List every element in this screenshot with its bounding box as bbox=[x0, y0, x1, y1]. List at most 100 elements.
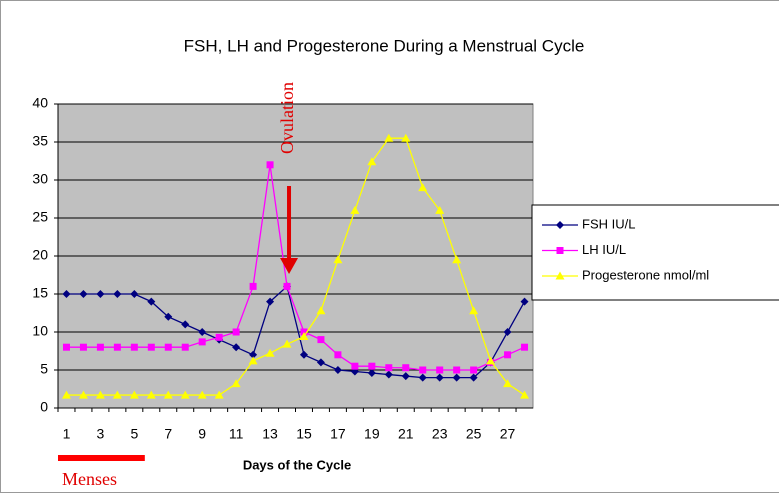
marker bbox=[283, 282, 291, 290]
marker bbox=[130, 343, 138, 351]
marker bbox=[163, 390, 173, 399]
marker bbox=[266, 161, 274, 169]
legend-box bbox=[531, 204, 779, 301]
marker bbox=[351, 362, 359, 370]
x-tick-label: 3 bbox=[97, 426, 105, 442]
marker bbox=[197, 390, 207, 399]
marker bbox=[112, 390, 122, 399]
marker bbox=[367, 157, 377, 166]
x-tick-label: 17 bbox=[330, 426, 346, 442]
marker bbox=[249, 350, 258, 359]
marker bbox=[470, 366, 478, 374]
marker bbox=[333, 255, 343, 264]
marker bbox=[266, 297, 275, 306]
marker bbox=[469, 306, 479, 315]
marker bbox=[62, 343, 70, 351]
x-tick-label: 7 bbox=[164, 426, 172, 442]
x-tick-label: 23 bbox=[432, 426, 448, 442]
marker bbox=[164, 312, 173, 321]
marker bbox=[61, 390, 71, 399]
x-tick-label: 13 bbox=[262, 426, 278, 442]
x-tick-label: 11 bbox=[229, 426, 244, 442]
marker bbox=[453, 366, 461, 374]
marker bbox=[113, 290, 122, 298]
legend-label: LH IU/L bbox=[582, 242, 626, 257]
marker bbox=[130, 290, 139, 298]
legend: FSH IU/L LH IU/L Progesterone nmol/ml bbox=[531, 204, 779, 301]
menses-bar bbox=[58, 455, 145, 461]
marker bbox=[384, 133, 394, 142]
marker bbox=[62, 290, 71, 298]
marker bbox=[368, 362, 376, 370]
chart-title: FSH, LH and Progesterone During a Menstr… bbox=[184, 36, 585, 55]
marker bbox=[300, 328, 308, 336]
y-tick-label: 30 bbox=[32, 171, 48, 187]
y-tick-label: 10 bbox=[32, 323, 48, 339]
marker bbox=[350, 205, 360, 214]
marker bbox=[198, 328, 207, 336]
marker bbox=[556, 247, 564, 254]
marker bbox=[334, 351, 342, 359]
x-tick-label: 5 bbox=[130, 426, 138, 442]
marker bbox=[317, 336, 325, 344]
marker bbox=[129, 390, 139, 399]
marker bbox=[214, 390, 224, 399]
marker bbox=[215, 333, 223, 341]
marker bbox=[299, 350, 308, 359]
x-tick-label: 25 bbox=[466, 426, 482, 442]
marker bbox=[555, 271, 565, 280]
marker bbox=[248, 356, 258, 365]
series-line bbox=[66, 137, 525, 396]
marker bbox=[181, 343, 189, 351]
menses-label: Menses bbox=[62, 469, 117, 489]
series-line bbox=[66, 285, 526, 379]
marker bbox=[96, 343, 104, 351]
marker bbox=[147, 297, 156, 306]
marker bbox=[231, 379, 241, 388]
marker bbox=[521, 343, 529, 351]
ovulation-label: Ovulation bbox=[277, 82, 297, 154]
y-tick-label: 20 bbox=[32, 247, 48, 263]
y-tick-label: 15 bbox=[32, 285, 48, 301]
marker bbox=[146, 390, 156, 399]
marker bbox=[232, 328, 240, 336]
marker bbox=[96, 290, 105, 298]
marker bbox=[316, 358, 325, 367]
x-tick-label: 9 bbox=[198, 426, 206, 442]
marker bbox=[435, 373, 444, 382]
marker bbox=[232, 343, 241, 352]
marker bbox=[316, 306, 326, 315]
marker bbox=[504, 351, 512, 359]
marker bbox=[147, 343, 155, 351]
marker bbox=[367, 369, 376, 378]
y-tick-label: 0 bbox=[40, 399, 48, 415]
x-axis-label: Days of the Cycle bbox=[243, 457, 351, 472]
marker bbox=[95, 390, 105, 399]
marker bbox=[79, 343, 87, 351]
marker bbox=[198, 338, 206, 346]
marker bbox=[418, 373, 427, 382]
y-tick-label: 35 bbox=[32, 133, 48, 149]
ovulation-arrowhead bbox=[280, 258, 299, 274]
x-tick-label: 27 bbox=[500, 426, 516, 442]
marker bbox=[401, 133, 411, 142]
marker bbox=[282, 339, 292, 348]
marker bbox=[435, 205, 445, 214]
marker bbox=[452, 373, 461, 382]
y-tick-label: 40 bbox=[32, 95, 48, 111]
y-tick-label: 25 bbox=[32, 209, 48, 225]
marker bbox=[385, 364, 393, 372]
x-tick-label: 1 bbox=[63, 426, 71, 442]
series-line bbox=[66, 164, 525, 371]
legend-label: FSH IU/L bbox=[582, 216, 635, 231]
marker bbox=[520, 297, 529, 306]
marker bbox=[78, 390, 88, 399]
marker bbox=[265, 348, 275, 357]
marker bbox=[452, 255, 462, 264]
y-tick-label: 5 bbox=[40, 361, 48, 377]
marker bbox=[384, 370, 393, 379]
marker bbox=[469, 373, 478, 382]
legend-label: Progesterone nmol/ml bbox=[582, 267, 709, 282]
marker bbox=[503, 328, 512, 336]
